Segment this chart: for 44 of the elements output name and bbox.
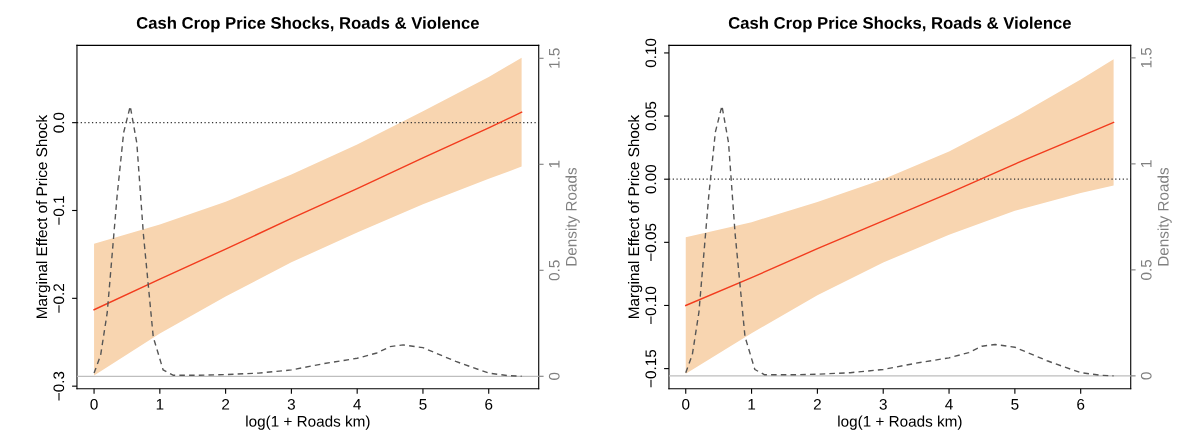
x-tick-label: 5 [419, 399, 427, 410]
y2-tick-label: 1 [549, 160, 560, 168]
y2-axis-title: Density Roads [1157, 167, 1172, 266]
x-tick-label: 6 [1077, 398, 1085, 410]
y2-tick-label: 1 [1141, 160, 1152, 167]
y-axis-title: Marginal Effect of Price Shock [35, 114, 51, 319]
y2-tick-label: 1.5 [549, 48, 560, 68]
x-tick-label: 1 [156, 399, 164, 410]
y2-tick-label: 0.5 [548, 260, 560, 281]
line-series [685, 105, 1115, 377]
x-tick-label: 0 [90, 398, 98, 410]
y-tick-label: 0.05 [645, 101, 657, 131]
x-tick-label: 3 [879, 398, 887, 410]
line-series [685, 121, 1115, 307]
line-series [93, 111, 523, 311]
chart-title: Cash Crop Price Shocks, Roads & Violence [136, 16, 479, 33]
y-tick-label: 0.00 [645, 164, 657, 194]
y-tick-label: −0.1 [53, 196, 65, 225]
y2-axis-title: Density Roads [565, 167, 580, 266]
x-tick-label: 5 [1011, 399, 1019, 410]
y-tick-label: −0.10 [645, 286, 657, 325]
y-tick-label: −0.2 [53, 284, 65, 313]
y2-tick-label: 0 [548, 372, 560, 380]
x-tick-label: 2 [222, 398, 230, 410]
y-tick-label: −0.05 [645, 223, 657, 261]
y-tick-label: 0.10 [645, 38, 657, 68]
y-axis-title: Marginal Effect of Price Shock [627, 114, 643, 319]
x-tick-label: 2 [813, 398, 821, 410]
y-tick-label: −0.15 [645, 349, 657, 388]
x-tick-label: 4 [945, 399, 953, 410]
y-tick-label: 0.0 [53, 112, 65, 133]
x-tick-label: 6 [485, 398, 493, 410]
line-series [93, 105, 523, 377]
y2-tick-label: 1.5 [1141, 47, 1152, 68]
x-tick-label: 0 [682, 398, 690, 410]
x-tick-label: 3 [287, 398, 295, 410]
x-axis-title: log(1 + Roads km) [246, 415, 370, 430]
chart-title: Cash Crop Price Shocks, Roads & Violence [728, 16, 1071, 33]
y2-tick-label: 0 [1140, 372, 1152, 380]
x-tick-label: 1 [748, 399, 756, 410]
y2-tick-label: 0.5 [1140, 259, 1152, 280]
x-axis-title: log(1 + Roads km) [838, 415, 962, 430]
y-tick-label: −0.3 [53, 371, 65, 401]
x-tick-label: 4 [353, 399, 361, 410]
